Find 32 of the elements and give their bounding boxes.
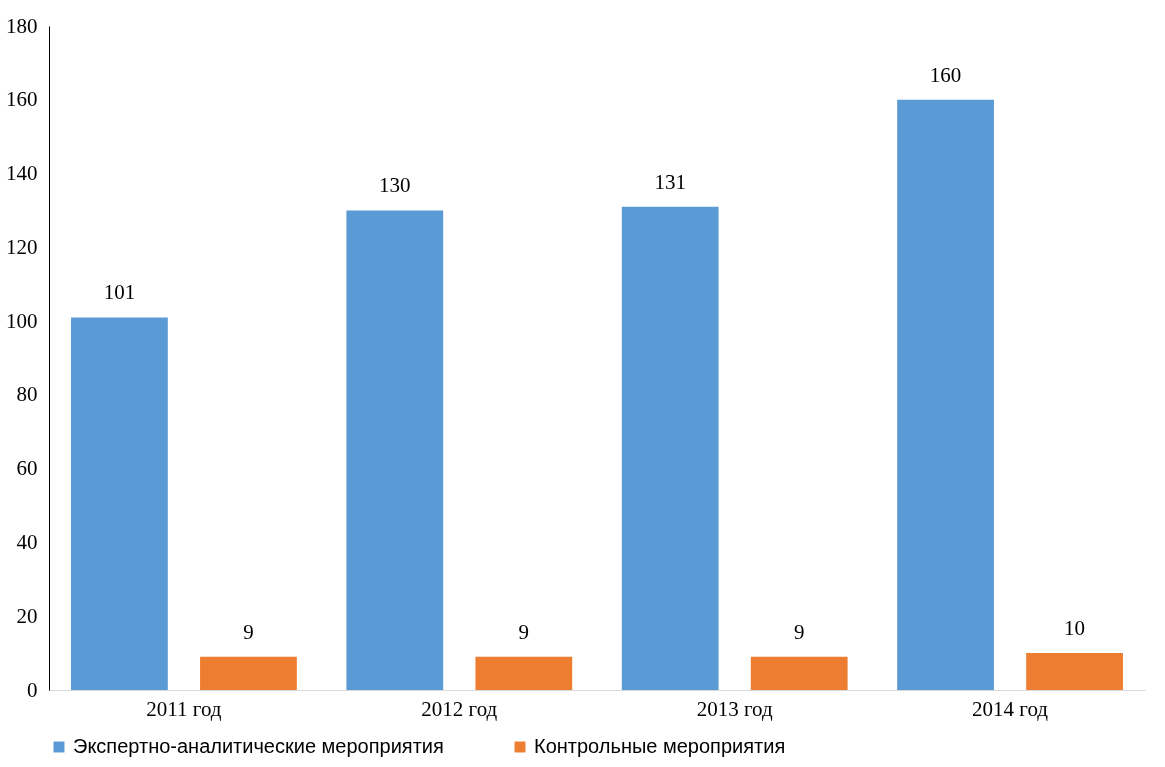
- bar: [346, 210, 444, 690]
- y-tick-label: 120: [6, 234, 38, 259]
- bar: [200, 656, 297, 690]
- y-tick-label: 20: [16, 603, 38, 628]
- y-tick-label: 40: [16, 529, 38, 554]
- data-label: 160: [929, 62, 962, 87]
- y-tick-label: 160: [6, 87, 38, 112]
- legend-label: Контрольные мероприятия: [534, 735, 786, 757]
- data-label: 101: [103, 280, 136, 305]
- data-label: 131: [654, 169, 686, 194]
- data-label: 9: [793, 619, 805, 644]
- data-label: 130: [379, 173, 411, 198]
- x-tick-label: 2014 год: [972, 696, 1049, 721]
- bar: [897, 99, 994, 690]
- y-tick-label: 0: [27, 677, 38, 702]
- x-tick-label: 2012 год: [421, 696, 498, 721]
- x-tick-label: 2011 год: [146, 696, 222, 721]
- data-label: 9: [518, 619, 530, 644]
- bar: [621, 206, 719, 690]
- y-tick-label: 100: [6, 308, 38, 333]
- y-tick-label: 80: [16, 382, 38, 407]
- y-tick-label: 140: [6, 161, 38, 186]
- y-tick-label: 60: [16, 456, 38, 481]
- x-tick-label: 2013 год: [696, 696, 773, 721]
- bar: [71, 317, 168, 690]
- bar: [475, 656, 573, 690]
- data-label: 9: [243, 619, 254, 644]
- legend-label: Экспертно-аналитические мероприятия: [73, 735, 444, 757]
- y-tick-label: 180: [6, 13, 38, 38]
- bar: [750, 656, 848, 690]
- data-label: 10: [1064, 616, 1086, 641]
- bar: [1026, 653, 1123, 690]
